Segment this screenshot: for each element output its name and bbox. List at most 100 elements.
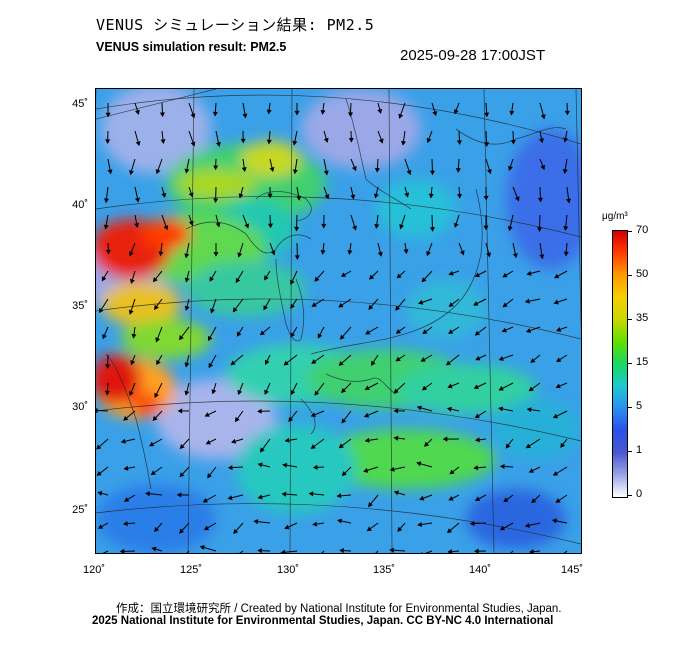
wind-arrow-head — [474, 272, 480, 277]
wind-arrow-head — [184, 253, 190, 259]
wind-arrow-head — [238, 193, 244, 199]
wind-arrow-head — [503, 497, 509, 503]
wind-arrow-head — [151, 546, 157, 552]
forecast-timestamp: 2025-09-28 17:00JST — [400, 47, 546, 64]
wind-arrow-head — [98, 307, 104, 314]
wind-arrow-head — [227, 465, 233, 471]
wind-arrow-head — [156, 359, 161, 366]
wind-arrow-head — [257, 494, 263, 500]
wind-arrow-head — [363, 412, 370, 418]
wind-arrow-head — [213, 165, 219, 171]
wind-arrow-head — [208, 362, 214, 369]
wind-arrow-head — [447, 549, 453, 553]
wind-arrow-head — [421, 385, 428, 391]
wind-arrow-head — [429, 170, 435, 176]
wind-arrow-head — [104, 390, 110, 396]
wind-arrow-head — [502, 302, 508, 308]
wind-arrow-head — [312, 521, 318, 527]
colorbar-tick-mark — [627, 275, 632, 276]
wind-arrow-head — [205, 439, 211, 445]
wind-arrow-head — [150, 470, 156, 476]
wind-arrow-head — [104, 198, 110, 204]
wind-arrow-head — [368, 502, 373, 508]
wind-arrow-head — [419, 495, 425, 501]
wind-arrow-head — [184, 168, 190, 174]
wind-arrow-head — [442, 436, 448, 442]
wind-arrow-head — [237, 252, 243, 258]
wind-arrow-head — [404, 192, 410, 198]
wind-arrow-head — [389, 547, 394, 553]
wind-arrow-head — [365, 329, 371, 335]
wind-arrow-head — [456, 140, 462, 146]
graticule — [96, 89, 581, 553]
wind-arrow-head — [207, 335, 213, 342]
wind-arrow-head — [453, 109, 459, 115]
wind-arrow-head — [290, 389, 296, 396]
wind-arrow-head — [368, 304, 374, 310]
wind-arrow-head — [237, 389, 243, 396]
wind-arrow-head — [199, 545, 205, 550]
wind-arrow-head — [473, 384, 479, 390]
wind-arrow-head — [122, 521, 128, 527]
wind-arrow-head — [123, 497, 130, 502]
wind-arrow-shaft — [321, 550, 325, 553]
wind-arrow-head — [155, 169, 161, 175]
wind-arrow-head — [538, 138, 544, 144]
wind-arrow-head — [364, 385, 370, 391]
map-canvas — [96, 89, 581, 553]
wind-arrow-shaft — [102, 550, 109, 553]
wind-arrow-head — [540, 164, 546, 171]
wind-arrow-head — [230, 360, 236, 366]
lon-label-135: 135˚ — [372, 564, 396, 576]
wind-arrow-head — [96, 408, 98, 414]
wind-arrow-head — [416, 461, 422, 467]
wind-arrow-head — [510, 139, 516, 145]
wind-arrow-head — [227, 495, 233, 501]
wind-arrow-head — [107, 169, 113, 175]
wind-arrow-head — [446, 528, 453, 534]
wind-arrow-head — [552, 413, 559, 419]
wind-arrow-head — [213, 198, 219, 204]
wind-arrow-head — [240, 138, 246, 144]
wind-arrow-head — [154, 392, 159, 398]
lat-label-30: 30˚ — [72, 401, 88, 413]
wind-arrow-head — [123, 415, 129, 421]
wind-arrow-head — [190, 141, 196, 147]
wind-arrow-head — [96, 471, 102, 476]
wind-arrow-head — [340, 272, 347, 277]
wind-arrow-head — [338, 360, 344, 366]
wind-arrow-head — [378, 138, 384, 144]
wind-arrow-head — [448, 270, 454, 276]
wind-arrow-head — [105, 249, 111, 255]
wind-arrow-head — [505, 443, 511, 449]
wind-arrow-head — [406, 169, 412, 176]
wind-arrow-head — [352, 225, 357, 231]
wind-arrow-head — [280, 549, 286, 553]
wind-arrow-head — [178, 335, 184, 341]
wind-arrow-head — [211, 389, 217, 395]
wind-arrow-head — [531, 498, 537, 504]
wind-arrow-head — [401, 140, 407, 146]
wind-arrow-head — [264, 275, 269, 281]
wind-arrow-head — [556, 357, 562, 362]
wind-arrow-head — [551, 518, 557, 524]
wind-arrow-head — [473, 465, 479, 471]
wind-arrow-head — [351, 165, 357, 172]
wind-arrow-head — [97, 490, 103, 496]
wind-arrow-head — [323, 170, 329, 176]
wind-arrow-head — [179, 444, 185, 450]
wind-arrow-head — [97, 524, 104, 529]
wind-arrow-head — [338, 302, 344, 308]
wind-arrow-head — [455, 168, 461, 173]
wind-arrow-head — [508, 165, 513, 172]
wind-arrow-head — [560, 442, 566, 448]
wind-arrow-head — [294, 226, 300, 232]
wind-arrow-head — [337, 518, 343, 524]
wind-arrow-head — [524, 298, 530, 304]
wind-arrow-head — [453, 222, 459, 228]
wind-arrow-head — [348, 112, 354, 117]
wind-arrow-head — [474, 437, 480, 443]
wind-arrow-head — [564, 110, 570, 116]
wind-arrow-head — [432, 110, 438, 117]
coastlines — [96, 89, 567, 490]
